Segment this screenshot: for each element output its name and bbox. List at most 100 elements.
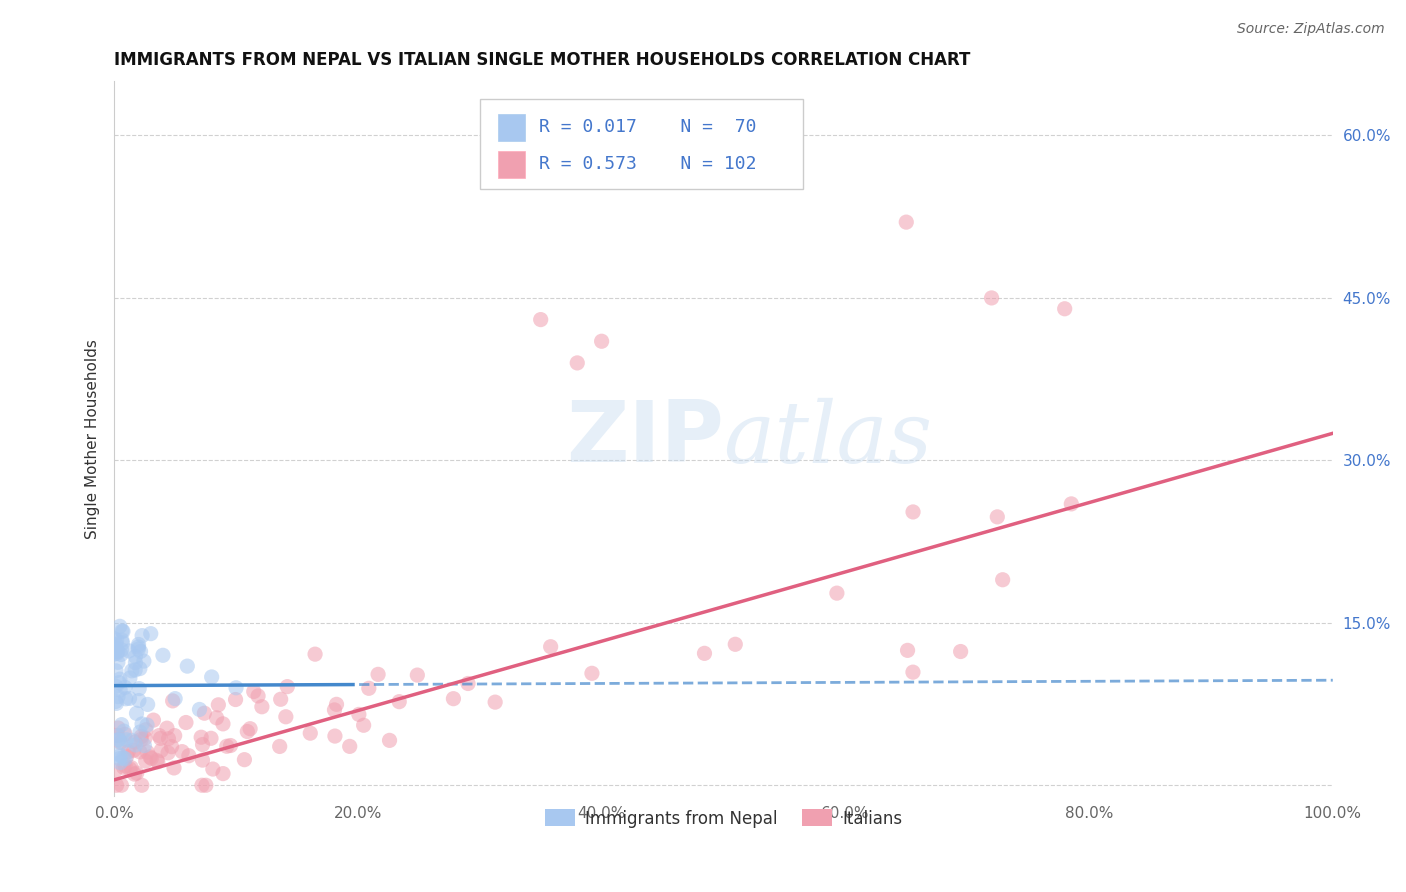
Point <box>176 659 198 673</box>
Point <box>136 745 159 759</box>
Point <box>128 693 150 707</box>
Point <box>124 738 146 752</box>
Point <box>125 766 148 780</box>
Point <box>146 753 169 767</box>
Point <box>825 586 848 600</box>
Point <box>388 695 411 709</box>
Point <box>949 644 972 658</box>
Point <box>128 662 150 676</box>
Point <box>115 732 138 747</box>
Point <box>122 743 145 757</box>
Point <box>693 646 716 660</box>
Point <box>107 747 129 761</box>
Point <box>127 642 149 657</box>
Point <box>270 692 292 706</box>
Point <box>357 681 380 696</box>
Point <box>108 619 131 633</box>
Point <box>190 731 212 745</box>
Point <box>112 751 135 765</box>
Point <box>1053 301 1076 316</box>
Point <box>141 751 163 765</box>
Point <box>567 356 589 370</box>
Text: IMMIGRANTS FROM NEPAL VS ITALIAN SINGLE MOTHER HOUSEHOLDS CORRELATION CHART: IMMIGRANTS FROM NEPAL VS ITALIAN SINGLE … <box>114 51 970 69</box>
Point <box>986 509 1008 524</box>
Point <box>215 739 238 754</box>
Point <box>114 691 136 706</box>
Point <box>1060 497 1083 511</box>
Point <box>174 715 197 730</box>
Point <box>128 681 150 696</box>
Point <box>323 703 346 717</box>
Point <box>129 732 152 747</box>
Point <box>339 739 361 754</box>
Point <box>129 745 152 759</box>
Point <box>177 748 200 763</box>
Point <box>191 738 214 752</box>
Point <box>110 748 132 763</box>
Point <box>188 702 211 716</box>
Point <box>242 684 264 698</box>
Point <box>347 707 370 722</box>
Point <box>157 746 180 760</box>
Point <box>107 729 129 743</box>
Point <box>111 633 134 648</box>
Point <box>134 731 156 746</box>
Point <box>276 680 298 694</box>
Point <box>152 648 174 663</box>
Point <box>225 681 247 695</box>
Point <box>114 759 136 773</box>
Point <box>114 752 136 766</box>
Point <box>124 649 146 664</box>
Point <box>118 762 141 776</box>
Point <box>104 694 127 708</box>
Point <box>162 694 184 708</box>
Bar <box>498 114 524 141</box>
Point <box>124 663 146 677</box>
Point <box>112 724 135 739</box>
Point <box>136 718 159 732</box>
Point <box>247 689 270 703</box>
Point <box>194 778 217 792</box>
Point <box>172 745 194 759</box>
Point <box>108 756 131 770</box>
Point <box>980 291 1002 305</box>
Point <box>125 706 148 721</box>
Point <box>114 681 136 695</box>
Point <box>136 698 159 712</box>
Point <box>110 717 132 731</box>
Point <box>105 647 128 661</box>
Point <box>105 633 128 648</box>
Point <box>441 691 464 706</box>
Point <box>131 629 153 643</box>
Point <box>139 750 162 764</box>
Point <box>146 755 169 769</box>
Point <box>304 647 326 661</box>
Point <box>121 733 143 747</box>
Point <box>484 695 506 709</box>
Point <box>367 667 389 681</box>
Point <box>236 724 259 739</box>
Point <box>132 654 155 668</box>
Point <box>212 717 235 731</box>
Point <box>148 729 170 743</box>
Point <box>111 736 134 750</box>
Point <box>108 675 131 690</box>
Point <box>107 732 129 747</box>
Point <box>896 215 918 229</box>
Text: Source: ZipAtlas.com: Source: ZipAtlas.com <box>1237 22 1385 37</box>
Point <box>353 718 375 732</box>
Point <box>901 505 924 519</box>
Point <box>991 573 1014 587</box>
Point <box>201 762 224 776</box>
Point <box>104 640 127 655</box>
Point <box>111 636 134 650</box>
Point <box>105 778 128 792</box>
Point <box>118 671 141 685</box>
Point <box>124 767 146 781</box>
Point <box>118 644 141 658</box>
Point <box>117 745 139 759</box>
Point <box>142 713 165 727</box>
Point <box>114 727 136 741</box>
Point <box>591 334 613 349</box>
Point <box>124 735 146 749</box>
